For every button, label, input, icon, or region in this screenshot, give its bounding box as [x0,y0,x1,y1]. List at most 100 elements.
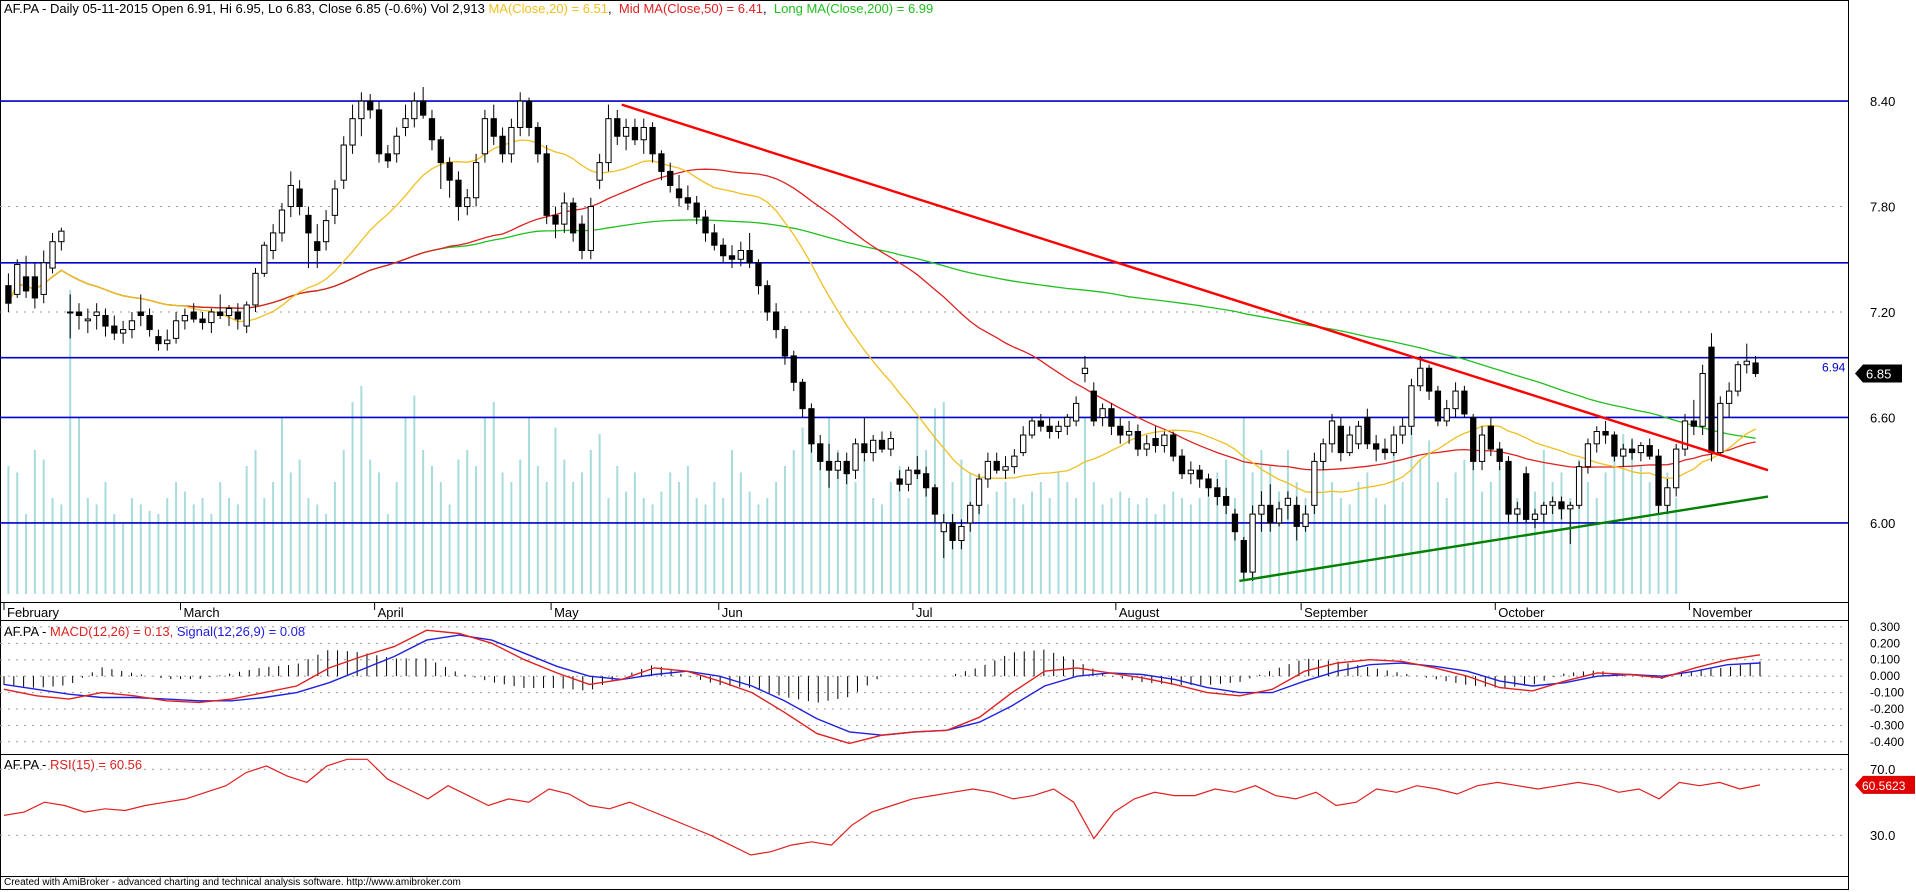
volume-bar [1233,498,1236,594]
candle-body [1055,425,1062,433]
candle-body [172,320,180,339]
volume-bar [616,466,619,594]
candle-body [790,355,797,383]
candle-body [1743,360,1750,366]
volume-bar [1666,472,1669,594]
month-label: May [554,605,579,620]
candle-body [799,381,806,410]
volume-bar [536,466,539,594]
candle-body [1584,443,1592,468]
candle-body [658,153,665,172]
volume-bar [351,402,354,594]
candle-body [1037,420,1044,427]
candle-body [1470,416,1477,462]
candle-body [446,162,453,181]
volume-bar [1216,472,1219,594]
trendline-down [621,103,1769,472]
candle-body [384,153,391,162]
ma20-legend: MA(Close,20) = 6.51 [488,1,609,16]
ma50-legend: Mid MA(Close,50) = 6.41 [618,1,764,16]
volume-bar [589,450,592,594]
last-price-label: 6.85 [1866,367,1891,382]
candle-body [67,311,74,314]
month-label: Jun [722,605,743,620]
macd-y-tick: 0.200 [1870,636,1900,650]
volume-bar [722,498,725,594]
candle-body [1549,501,1556,506]
volume-bar [757,504,760,594]
candle-body [5,285,12,304]
volume-bar [836,450,839,594]
volume-bar [501,472,504,594]
candle-body [1708,346,1715,454]
volume-bar [466,450,469,594]
month-label: April [378,605,404,620]
candle-body [561,202,568,225]
volume-bar [1101,504,1104,594]
volume-bar [1675,498,1678,594]
volume-bar [916,418,919,594]
volume-bar [1569,498,1572,594]
volume-bar [201,498,204,594]
candle-body [1487,425,1495,450]
volume-bar [42,459,45,594]
candle-body [1567,504,1574,510]
volume-bar [95,504,98,594]
volume-bar [678,482,681,594]
candle-body [940,522,947,533]
macd-y-tick: -0.200 [1870,702,1904,716]
volume-bar [1622,434,1625,594]
candle-body [437,139,444,164]
candle-body [490,118,497,137]
candle-body [1284,497,1292,506]
candle-body [411,100,418,120]
candle-body [199,318,206,324]
rsi-header: AF.PA - RSI(15) = 60.56 [4,757,142,772]
volume-bar [1225,459,1228,594]
volume-bar [369,459,372,594]
candle-body [852,443,859,471]
volume-bar [1507,472,1510,594]
volume-bar [1410,427,1413,594]
footer-credit: Created with AmiBroker - advanced charti… [4,877,461,888]
candle-body [1575,466,1583,506]
volume-bar [510,482,513,594]
candle-body [155,336,162,345]
candle-body [1125,431,1133,436]
candle-body [1337,425,1345,454]
volume-bar [1198,498,1201,594]
volume-bar [1145,498,1148,594]
macd-y-tick: 0.100 [1870,653,1900,667]
candle-body [1108,408,1115,427]
volume-bar [113,514,116,594]
volume-bar [660,491,663,594]
volume-bar [713,482,716,594]
candle-body [1152,438,1159,447]
volume-bar [819,459,822,594]
candle-body [517,100,524,128]
volume-bar [122,523,125,594]
candle-body [1020,434,1027,454]
candle-body [825,460,833,471]
candle-body [975,478,983,506]
candle-body [1752,362,1759,375]
volume-bar [1189,504,1192,594]
candle-body [1178,455,1186,475]
volume-bar [1057,472,1060,594]
macd-y-tick: -0.400 [1870,735,1904,749]
volume-bar [130,498,133,594]
volume-bar [1472,450,1475,594]
candle-body [428,118,436,141]
candle-body [1725,390,1733,404]
candle-body [887,438,894,450]
macd-header: AF.PA - MACD(12,26) = 0.13, Signal(12,26… [4,624,305,639]
candle-body [1611,434,1618,457]
macd-y-tick: 0.000 [1870,669,1900,683]
volume-bar [1075,498,1078,594]
volume-bar [404,418,407,594]
macd-prefix: AF.PA - [4,624,50,639]
candle-body [367,100,374,111]
volume-bar [730,450,733,594]
rsi-last-tag [1855,775,1915,794]
volume-bar [16,472,19,594]
